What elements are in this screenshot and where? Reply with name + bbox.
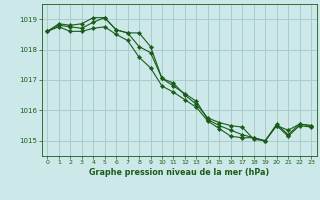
X-axis label: Graphe pression niveau de la mer (hPa): Graphe pression niveau de la mer (hPa) xyxy=(89,168,269,177)
